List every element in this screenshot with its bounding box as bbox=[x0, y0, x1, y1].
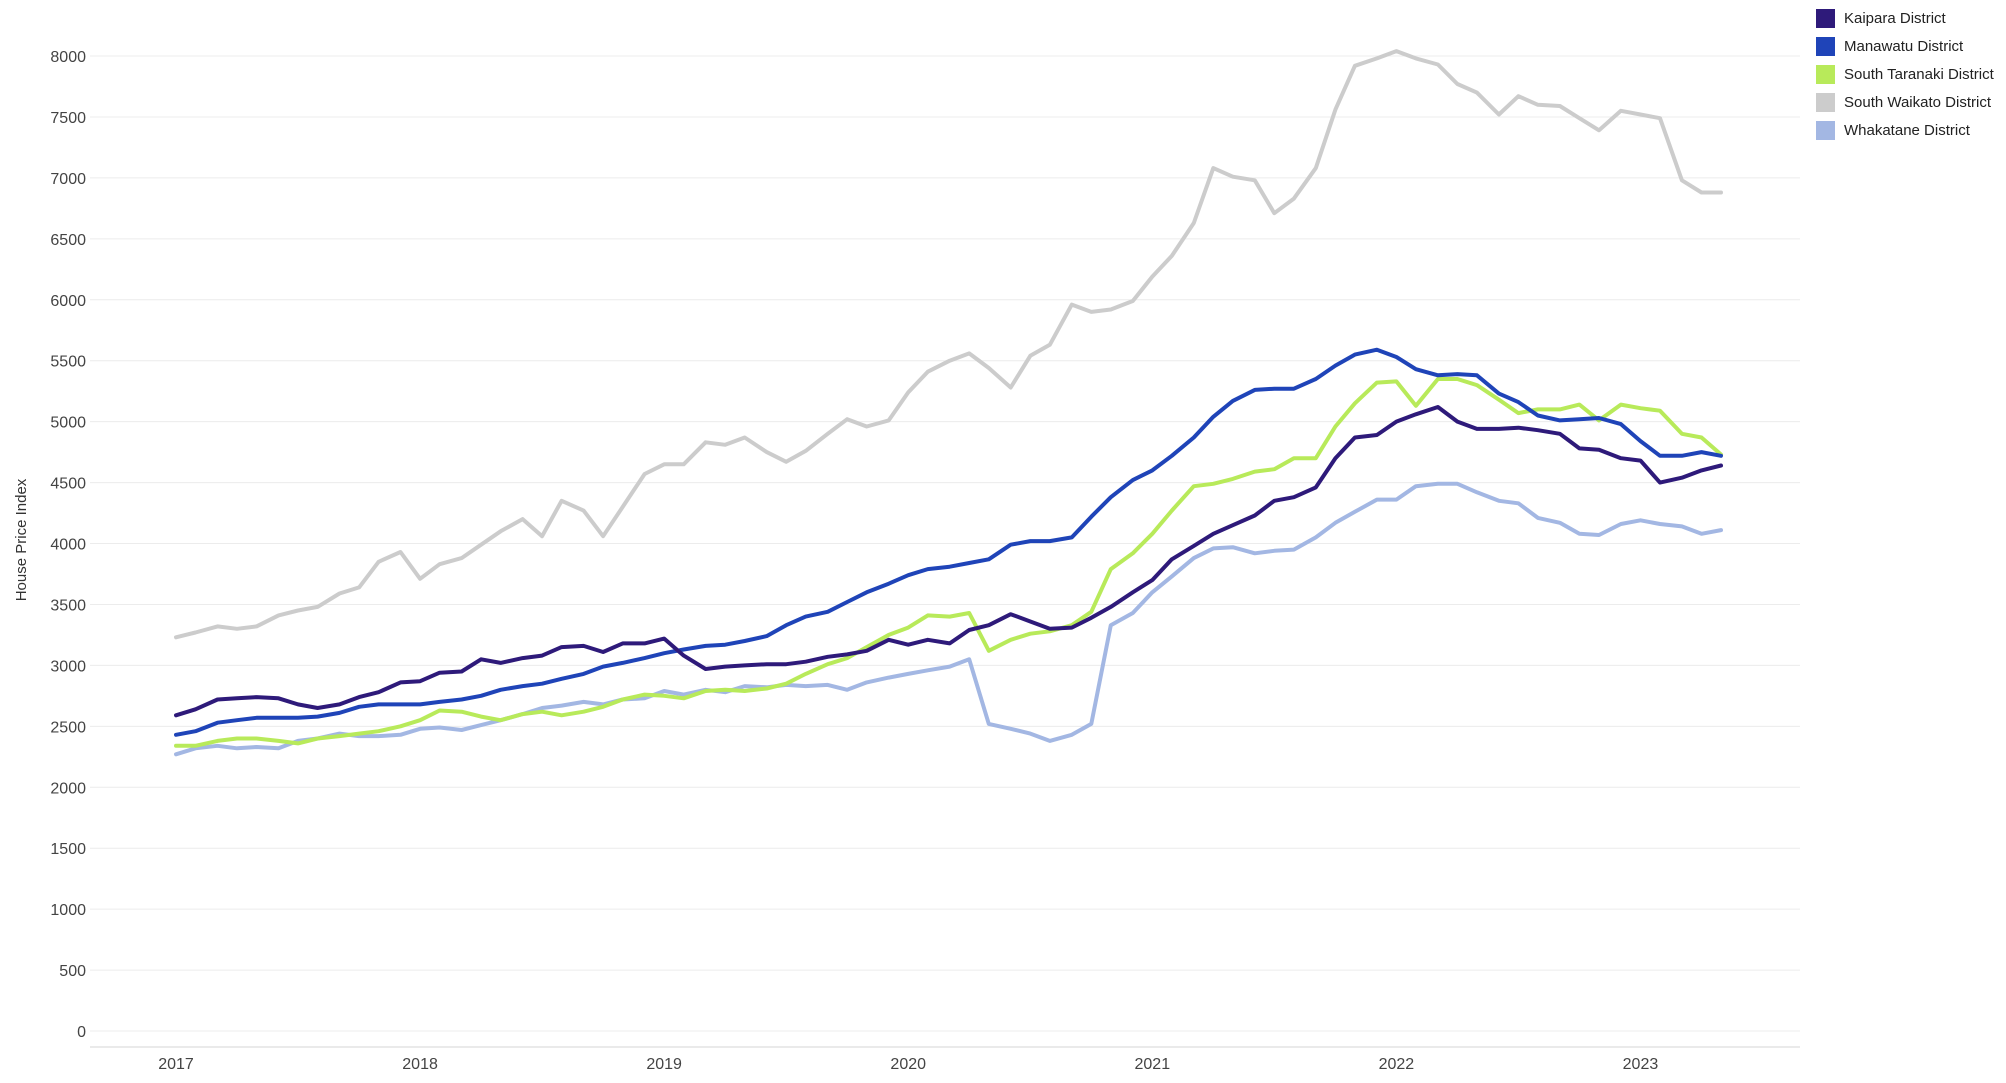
legend-swatch bbox=[1816, 120, 1835, 140]
series-line-south-waikato-district bbox=[174, 49, 1723, 640]
y-axis-title: House Price Index bbox=[13, 478, 30, 601]
y-tick-label: 8000 bbox=[50, 49, 86, 66]
x-tick-label: 2020 bbox=[890, 1056, 926, 1073]
legend-label: Manawatu District bbox=[1844, 37, 1964, 55]
legend-item: Manawatu District bbox=[1816, 32, 1994, 60]
legend-label: Whakatane District bbox=[1844, 121, 1970, 139]
x-tick-label: 2023 bbox=[1623, 1056, 1659, 1073]
legend-swatch bbox=[1816, 8, 1835, 28]
y-axis-ticks: 0 500 1000 1500 2000 2500 3000 3500 4000 4500 5000… bbox=[50, 49, 86, 1041]
x-tick-label: 2022 bbox=[1379, 1056, 1415, 1073]
y-tick-label: 4500 bbox=[50, 476, 86, 493]
y-tick-label: 3000 bbox=[50, 658, 86, 675]
y-tick-label: 7000 bbox=[50, 171, 86, 188]
y-tick-label: 1000 bbox=[50, 902, 86, 919]
legend-label: Kaipara District bbox=[1844, 9, 1946, 27]
y-tick-label: 4000 bbox=[50, 537, 86, 554]
legend-label: South Waikato District bbox=[1844, 93, 1991, 111]
x-axis-ticks: 2017 2018 2019 2020 2021 2022 2023 bbox=[158, 1056, 1658, 1073]
series-line-south-taranaki-district bbox=[174, 377, 1723, 748]
x-tick-label: 2019 bbox=[646, 1056, 682, 1073]
x-tick-label: 2018 bbox=[402, 1056, 438, 1073]
y-tick-label: 5500 bbox=[50, 354, 86, 371]
legend-label: South Taranaki District bbox=[1844, 65, 1994, 83]
legend-item: South Waikato District bbox=[1816, 88, 1994, 116]
legend-swatch bbox=[1816, 36, 1835, 56]
y-tick-label: 2000 bbox=[50, 780, 86, 797]
grid bbox=[90, 55, 1800, 1048]
legend-item: South Taranaki District bbox=[1816, 60, 1994, 88]
legend-swatch bbox=[1816, 92, 1835, 112]
series-line-kaipara-district bbox=[174, 405, 1723, 718]
x-tick-label: 2017 bbox=[158, 1056, 194, 1073]
legend-item: Whakatane District bbox=[1816, 116, 1994, 144]
y-tick-label: 6000 bbox=[50, 293, 86, 310]
series-line-whakatane-district bbox=[174, 481, 1723, 757]
y-tick-label: 1500 bbox=[50, 841, 86, 858]
y-tick-label: 7500 bbox=[50, 110, 86, 127]
y-tick-label: 500 bbox=[59, 963, 86, 980]
series-lines bbox=[174, 49, 1723, 757]
x-tick-label: 2021 bbox=[1135, 1056, 1171, 1073]
y-tick-label: 0 bbox=[77, 1024, 86, 1041]
y-tick-label: 5000 bbox=[50, 415, 86, 432]
y-tick-label: 6500 bbox=[50, 232, 86, 249]
legend-item: Kaipara District bbox=[1816, 4, 1994, 32]
legend-swatch bbox=[1816, 64, 1835, 84]
legend: Kaipara District Manawatu District South T… bbox=[1816, 4, 1994, 144]
series-line-manawatu-district bbox=[174, 347, 1723, 737]
y-tick-label: 3500 bbox=[50, 597, 86, 614]
y-tick-label: 2500 bbox=[50, 719, 86, 736]
